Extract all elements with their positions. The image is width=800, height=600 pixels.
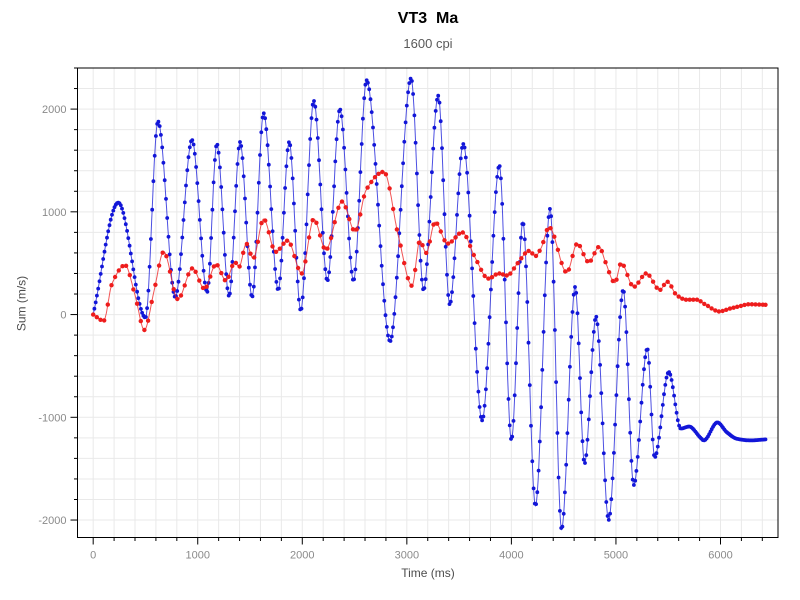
x-tick-label: 2000	[290, 550, 314, 562]
grid-lines	[77, 68, 778, 538]
series-blue-sum	[91, 76, 768, 531]
x-tick-label: 0	[90, 550, 96, 562]
y-axis-title: Sum (m/s)	[14, 275, 29, 332]
y-tick-label: -2000	[38, 515, 66, 527]
axis-ticks	[70, 67, 763, 545]
x-tick-label: 1000	[185, 550, 209, 562]
series-red-sum-markers	[91, 169, 768, 333]
x-tick-label: 5000	[604, 550, 628, 562]
y-tick-label: -1000	[38, 412, 66, 424]
chart-subtitle: 1600 cpi	[403, 36, 453, 51]
series-red-sum	[91, 169, 768, 333]
y-tick-label: 2000	[42, 104, 66, 116]
chart-title: VT3 Ma	[397, 10, 459, 27]
series-blue-sum-markers	[91, 76, 768, 530]
y-tick-label: 0	[60, 310, 66, 322]
x-axis-title: Time (ms)	[401, 566, 455, 580]
x-tick-label: 3000	[395, 550, 419, 562]
x-tick-label: 6000	[708, 550, 732, 562]
tick-labels: 0 1000 2000 3000 4000 5000 6000 -2000 -1000 0 1000…	[38, 104, 732, 561]
y-tick-label: 1000	[42, 207, 66, 219]
x-tick-label: 4000	[499, 550, 523, 562]
